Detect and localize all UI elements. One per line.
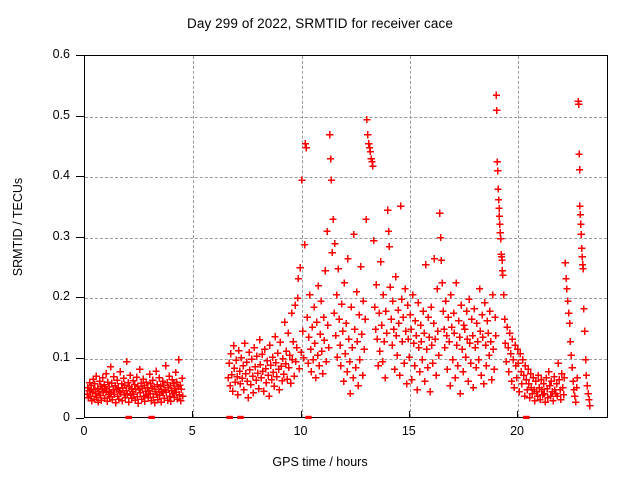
y-tick-mark (76, 236, 84, 238)
gridline-horizontal (85, 237, 607, 239)
x-tick-label: 0 (80, 424, 88, 438)
y-tick-mark (76, 418, 84, 419)
x-tick-mark (192, 411, 194, 418)
chart-title: Day 299 of 2022, SRMTID for receiver cac… (187, 16, 453, 31)
x-axis-title: GPS time / hours (272, 455, 368, 469)
x-tick-label: 5 (188, 424, 196, 438)
y-axis-title-wrap: SRMTID / TECUs (0, 0, 40, 480)
y-tick-mark (76, 55, 84, 56)
y-tick-mark (76, 176, 84, 177)
plot-area (84, 55, 608, 419)
gridline-horizontal (85, 177, 607, 178)
y-axis-title: SRMTID / TECUs (11, 177, 25, 277)
x-tick-mark (517, 411, 519, 418)
gridline-vertical (409, 56, 411, 417)
x-tick-mark (300, 411, 302, 418)
x-tick-label: 20 (510, 424, 524, 438)
y-tick-mark (76, 357, 84, 359)
y-tick-label: 0.1 (52, 349, 70, 364)
gridline-horizontal (85, 358, 607, 360)
y-tick-label: 0.2 (52, 289, 70, 303)
scatter-svg (85, 91, 594, 419)
gridline-vertical (518, 56, 520, 417)
y-tick-label: 0 (63, 410, 70, 424)
series-SRMTID (85, 91, 594, 410)
gridline-horizontal (85, 298, 607, 299)
x-tick-label: 10 (293, 424, 308, 438)
x-tick-label: 15 (401, 424, 416, 438)
y-tick-label: 0.4 (52, 168, 70, 182)
gridline-horizontal (85, 116, 607, 118)
gridlines (85, 56, 607, 417)
gridline-vertical (193, 56, 195, 417)
series-markers-at-zero (125, 415, 530, 419)
x-tick-mark (408, 411, 410, 418)
y-tick-label: 0.6 (52, 47, 70, 61)
gridline-vertical (301, 56, 303, 417)
y-tick-label: 0.3 (52, 228, 70, 243)
scatter-points (85, 56, 607, 419)
x-tick-mark (84, 411, 85, 418)
y-tick-label: 0.5 (52, 107, 70, 122)
y-tick-mark (76, 115, 84, 117)
y-tick-mark (76, 297, 84, 298)
